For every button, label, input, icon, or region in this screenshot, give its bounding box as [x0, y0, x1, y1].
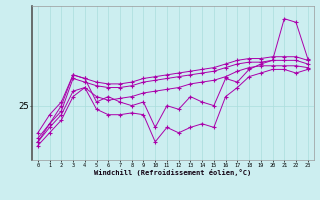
X-axis label: Windchill (Refroidissement éolien,°C): Windchill (Refroidissement éolien,°C)	[94, 169, 252, 176]
